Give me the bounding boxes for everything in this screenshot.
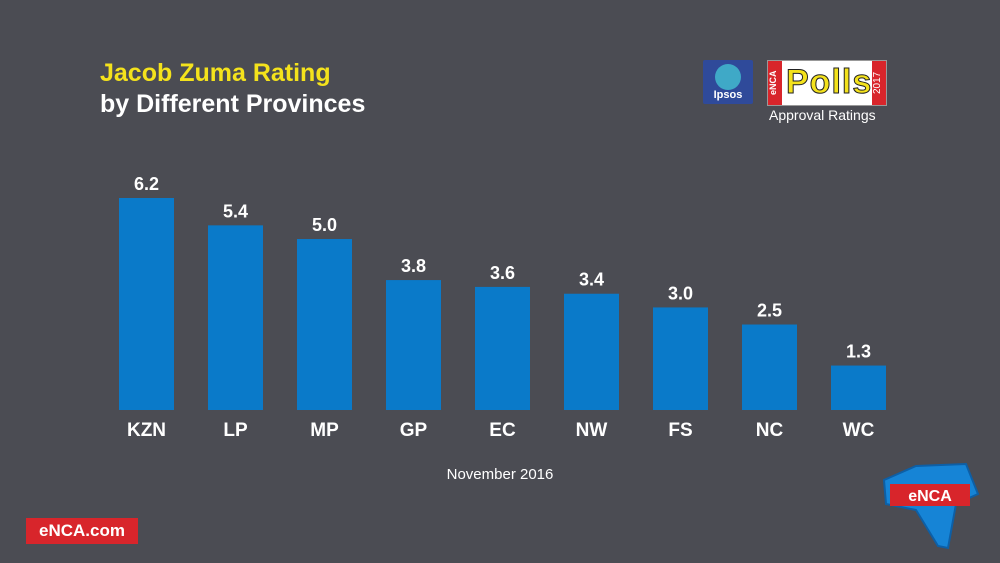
bar-nw — [564, 293, 619, 410]
category-label-fs: FS — [668, 420, 692, 441]
ipsos-label: Ipsos — [713, 89, 743, 101]
bar-mp — [297, 239, 352, 410]
value-label-lp: 5.4 — [223, 201, 248, 221]
value-label-mp: 5.0 — [312, 215, 337, 235]
category-label-nc: NC — [756, 420, 784, 441]
category-label-lp: LP — [223, 420, 248, 441]
category-label-wc: WC — [843, 420, 875, 441]
bar-ec — [475, 286, 530, 410]
value-label-kzn: 6.2 — [134, 174, 159, 194]
sponsor-logos: Ipsos eNCA Polls 2017 Approval Ratings — [703, 60, 893, 126]
category-label-gp: GP — [400, 420, 428, 441]
value-label-wc: 1.3 — [846, 342, 871, 362]
value-label-fs: 3.0 — [668, 283, 693, 303]
category-label-mp: MP — [310, 420, 339, 441]
enca-polls-logo: eNCA Polls 2017 — [767, 60, 887, 106]
bar-fs — [653, 307, 708, 410]
value-label-gp: 3.8 — [401, 256, 426, 276]
polls-word: Polls — [785, 63, 873, 102]
enca-site-badge[interactable]: eNCA.com — [26, 518, 138, 544]
bar-lp — [208, 225, 263, 410]
chart-title: Jacob Zuma Rating by Different Provinces — [100, 58, 365, 120]
bar-kzn — [119, 198, 174, 410]
title-line-2: by Different Provinces — [100, 90, 366, 118]
approval-ratings-label: Approval Ratings — [769, 107, 876, 123]
category-label-kzn: KZN — [127, 420, 166, 441]
bar-nc — [742, 324, 797, 410]
value-label-nc: 2.5 — [757, 301, 782, 321]
value-label-ec: 3.6 — [490, 263, 515, 283]
enca-shield-logo: eNCA — [882, 462, 980, 550]
bar-gp — [386, 280, 441, 410]
date-label: November 2016 — [446, 466, 554, 483]
bar-wc — [831, 365, 886, 410]
ipsos-circle-icon — [715, 64, 741, 90]
value-label-nw: 3.4 — [579, 270, 604, 290]
ipsos-logo: Ipsos — [703, 60, 753, 104]
shield-text: eNCA — [908, 488, 952, 505]
title-line-1: Jacob Zuma Rating — [100, 59, 331, 87]
category-label-nw: NW — [576, 420, 608, 441]
category-label-ec: EC — [489, 420, 516, 441]
shield-red-band — [890, 484, 970, 506]
